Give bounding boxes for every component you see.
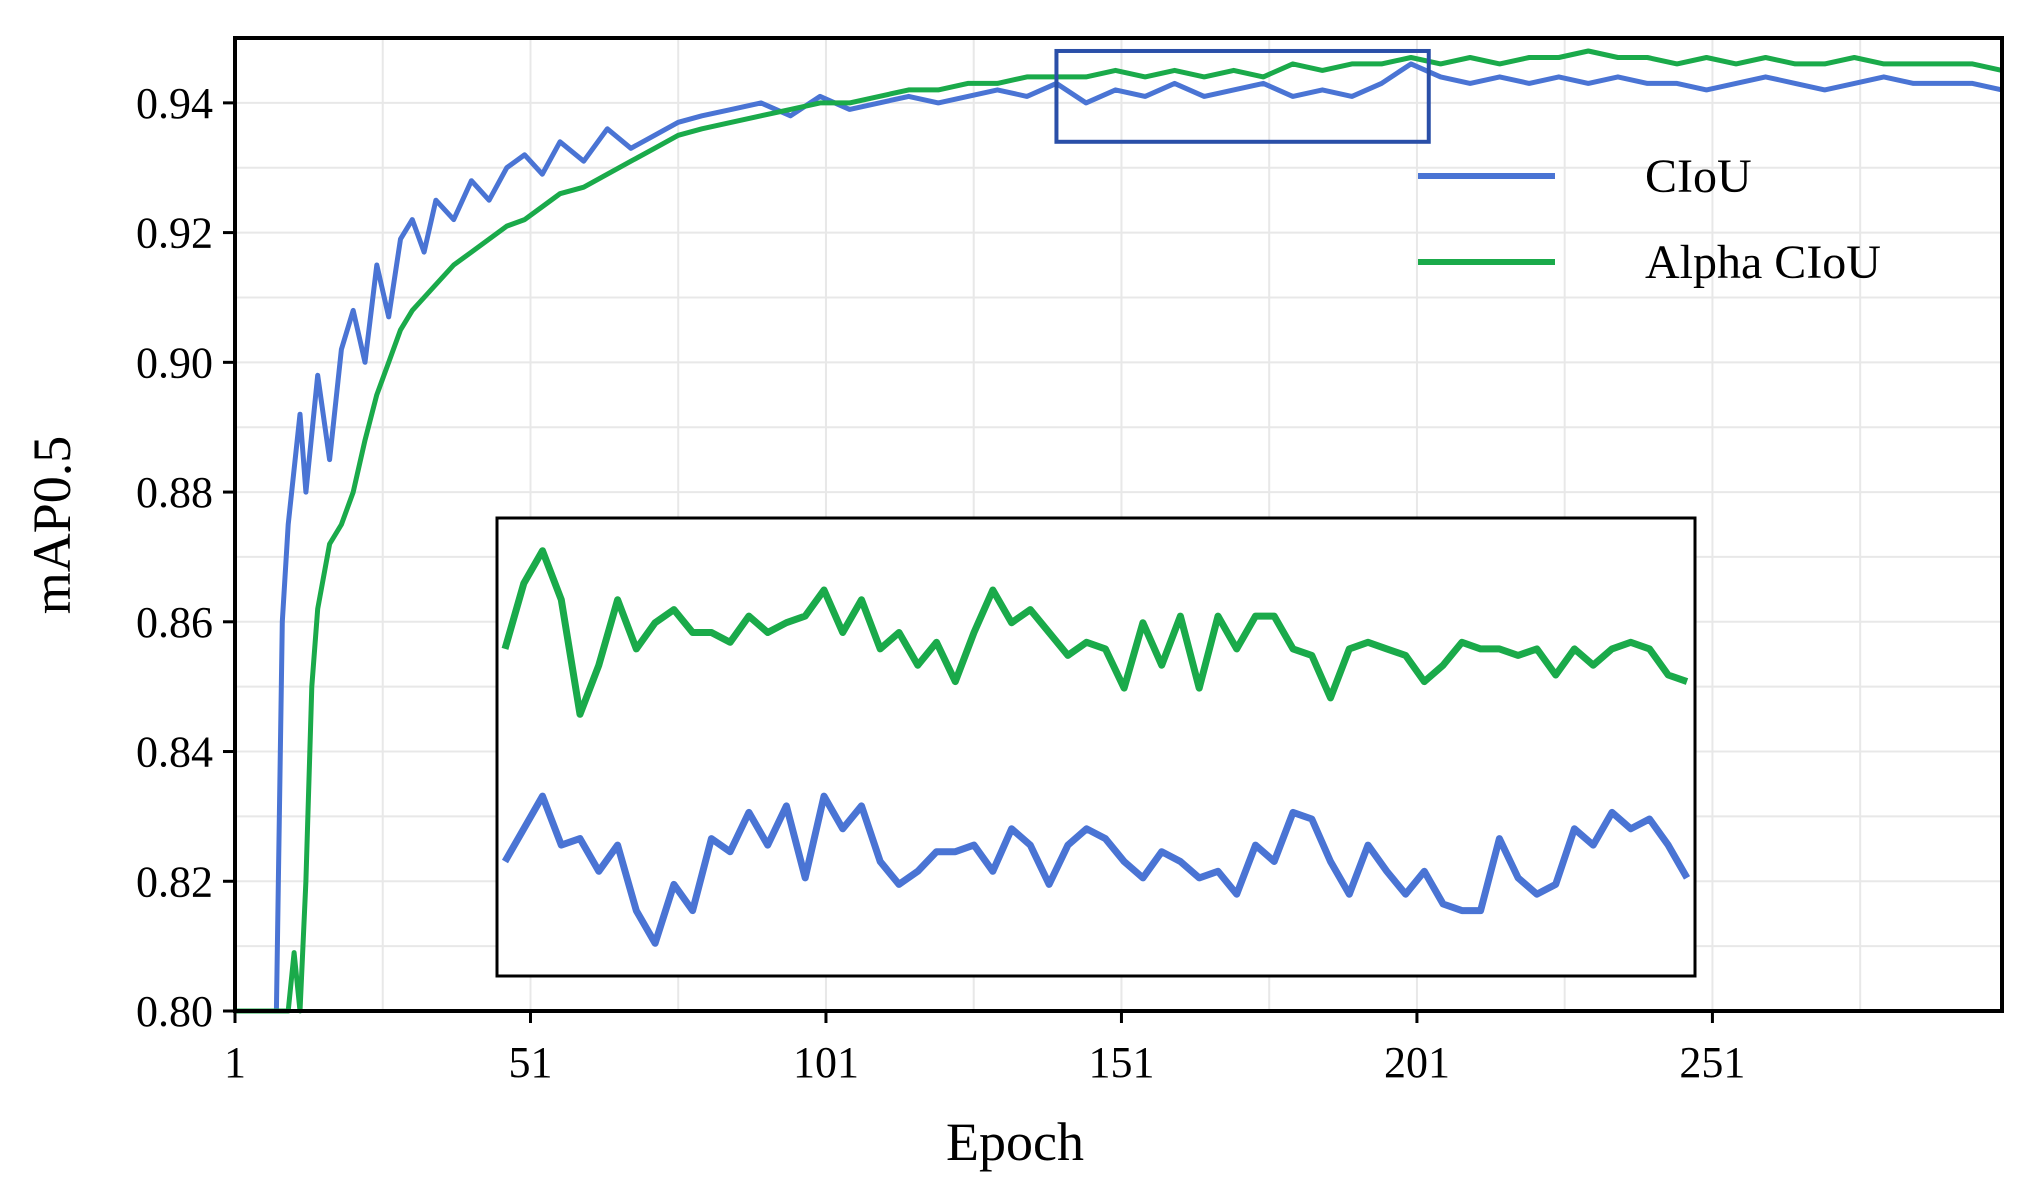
x-tick-label: 51 bbox=[508, 1038, 552, 1087]
x-tick-label: 1 bbox=[224, 1038, 246, 1087]
legend: CIoU Alpha CIoU bbox=[1418, 150, 1881, 289]
plot-frame bbox=[233, 36, 2004, 1013]
y-tick-label: 0.90 bbox=[136, 338, 213, 387]
x-tick-label: 101 bbox=[793, 1038, 859, 1087]
series-line-ciou bbox=[235, 61, 2003, 1014]
inset-line-alpha-ciou bbox=[501, 547, 1689, 718]
x-tick-label: 201 bbox=[1384, 1038, 1450, 1087]
x-tick-label: 251 bbox=[1679, 1038, 1745, 1087]
legend-label: CIoU bbox=[1645, 150, 1752, 203]
legend-label: Alpha CIoU bbox=[1645, 236, 1881, 289]
x-axis-label: Epoch bbox=[946, 1112, 1084, 1172]
y-tick-label: 0.88 bbox=[136, 468, 213, 517]
y-tick-label: 0.80 bbox=[136, 987, 213, 1036]
series-line-alpha-ciou bbox=[235, 48, 2003, 1014]
series-layer bbox=[235, 48, 2003, 1014]
zoom-box-rect bbox=[1054, 48, 1431, 144]
y-ticks: 0.80 0.82 0.84 0.86 0.88 0.90 0.92 0.94 bbox=[136, 79, 235, 1036]
y-tick-label: 0.94 bbox=[136, 79, 213, 128]
x-ticks: 1 51 101 151 201 251 bbox=[224, 1011, 1745, 1087]
zoom-region-box bbox=[1054, 48, 1431, 144]
y-tick-label: 0.92 bbox=[136, 209, 213, 258]
inset-line-ciou bbox=[501, 792, 1691, 947]
y-axis-label: mAP0.5 bbox=[22, 436, 82, 615]
x-tick-label: 151 bbox=[1088, 1038, 1154, 1087]
inset-plot bbox=[495, 516, 1697, 978]
y-tick-label: 0.86 bbox=[136, 598, 213, 647]
y-tick-label: 0.82 bbox=[136, 857, 213, 906]
y-tick-label: 0.84 bbox=[136, 728, 213, 777]
inset-frame bbox=[495, 516, 1697, 978]
